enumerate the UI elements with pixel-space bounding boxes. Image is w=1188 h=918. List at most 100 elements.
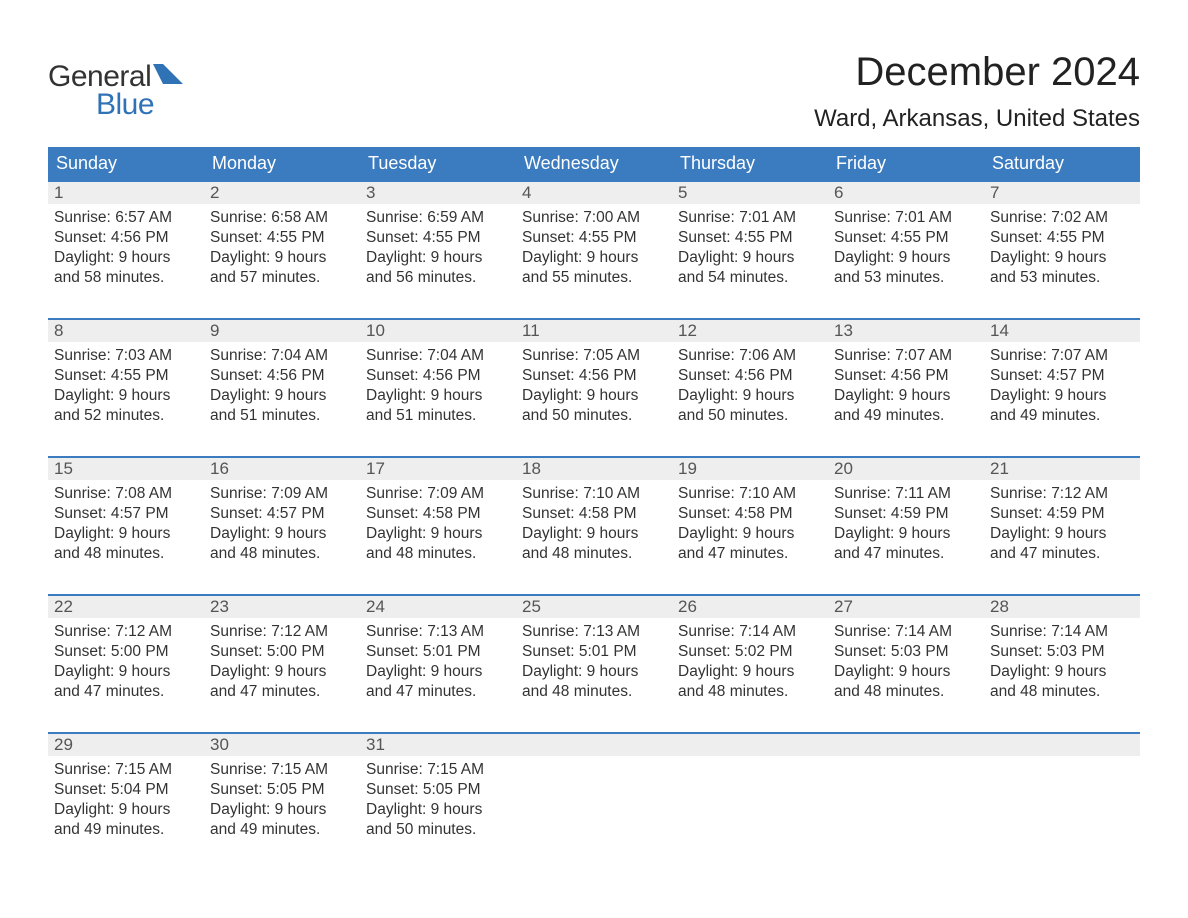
daylight-line-2: and 55 minutes. <box>522 268 666 288</box>
sunset-line: Sunset: 4:57 PM <box>210 504 354 524</box>
sunrise-value: 6:59 AM <box>427 209 484 226</box>
sunrise-value: 7:14 AM <box>895 623 952 640</box>
calendar-cell: 11Sunrise: 7:05 AMSunset: 4:56 PMDayligh… <box>516 320 672 438</box>
sunrise-value: 7:09 AM <box>271 485 328 502</box>
day-details: Sunrise: 7:04 AMSunset: 4:56 PMDaylight:… <box>204 342 360 428</box>
calendar-cell: 27Sunrise: 7:14 AMSunset: 5:03 PMDayligh… <box>828 596 984 714</box>
daylight-line-2: and 53 minutes. <box>990 268 1134 288</box>
daylight-hours: 9 hours <box>431 387 483 404</box>
daylight-line-1: Daylight: 9 hours <box>678 662 822 682</box>
sunset-value: 4:59 PM <box>1047 505 1105 522</box>
sunrise-value: 7:00 AM <box>583 209 640 226</box>
day-details: Sunrise: 7:04 AMSunset: 4:56 PMDaylight:… <box>360 342 516 428</box>
day-number: 12 <box>672 320 828 342</box>
sunrise-line: Sunrise: 7:07 AM <box>990 346 1134 366</box>
sunset-line: Sunset: 5:01 PM <box>366 642 510 662</box>
daylight-line-2: and 58 minutes. <box>54 268 198 288</box>
daylight-hours: 9 hours <box>1055 663 1107 680</box>
daylight-hours: 9 hours <box>899 249 951 266</box>
daylight-line-2: and 47 minutes. <box>678 544 822 564</box>
daylight-label: Daylight: <box>990 249 1050 266</box>
sunset-line: Sunset: 5:04 PM <box>54 780 198 800</box>
day-number <box>516 734 672 756</box>
sunset-value: 5:03 PM <box>1047 643 1105 660</box>
day-details: Sunrise: 6:57 AMSunset: 4:56 PMDaylight:… <box>48 204 204 290</box>
daylight-label: Daylight: <box>210 663 270 680</box>
daylight-label: Daylight: <box>990 387 1050 404</box>
sunrise-label: Sunrise: <box>678 209 735 226</box>
daylight-line-2: and 47 minutes. <box>834 544 978 564</box>
sunset-line: Sunset: 4:56 PM <box>834 366 978 386</box>
daylight-label: Daylight: <box>210 525 270 542</box>
sunset-line: Sunset: 5:05 PM <box>366 780 510 800</box>
sunset-label: Sunset: <box>210 781 263 798</box>
calendar-cell: 23Sunrise: 7:12 AMSunset: 5:00 PMDayligh… <box>204 596 360 714</box>
sunset-value: 4:58 PM <box>735 505 793 522</box>
sunset-line: Sunset: 4:57 PM <box>990 366 1134 386</box>
sunset-line: Sunset: 4:55 PM <box>366 228 510 248</box>
calendar-cell: 28Sunrise: 7:14 AMSunset: 5:03 PMDayligh… <box>984 596 1140 714</box>
daylight-hours: 9 hours <box>119 249 171 266</box>
sunrise-line: Sunrise: 7:06 AM <box>678 346 822 366</box>
sunrise-value: 7:07 AM <box>895 347 952 364</box>
sunrise-label: Sunrise: <box>678 347 735 364</box>
sunrise-label: Sunrise: <box>366 761 423 778</box>
sunrise-label: Sunrise: <box>834 347 891 364</box>
sunrise-value: 7:10 AM <box>739 485 796 502</box>
sunrise-value: 7:05 AM <box>583 347 640 364</box>
day-details: Sunrise: 7:14 AMSunset: 5:02 PMDaylight:… <box>672 618 828 704</box>
sunrise-value: 7:15 AM <box>271 761 328 778</box>
day-details: Sunrise: 7:01 AMSunset: 4:55 PMDaylight:… <box>672 204 828 290</box>
daylight-line-2: and 48 minutes. <box>522 544 666 564</box>
sunset-value: 4:55 PM <box>891 229 949 246</box>
sunrise-label: Sunrise: <box>834 209 891 226</box>
calendar-cell <box>516 734 672 852</box>
day-number: 20 <box>828 458 984 480</box>
sunset-label: Sunset: <box>678 229 731 246</box>
day-number: 7 <box>984 182 1140 204</box>
day-number: 2 <box>204 182 360 204</box>
daylight-line-1: Daylight: 9 hours <box>522 248 666 268</box>
day-number: 1 <box>48 182 204 204</box>
sunset-line: Sunset: 4:55 PM <box>54 366 198 386</box>
day-number: 16 <box>204 458 360 480</box>
sunset-line: Sunset: 5:03 PM <box>834 642 978 662</box>
daylight-label: Daylight: <box>210 801 270 818</box>
calendar-cell: 6Sunrise: 7:01 AMSunset: 4:55 PMDaylight… <box>828 182 984 300</box>
daylight-label: Daylight: <box>54 249 114 266</box>
sunset-line: Sunset: 4:56 PM <box>678 366 822 386</box>
sunset-label: Sunset: <box>834 505 887 522</box>
sunrise-line: Sunrise: 7:15 AM <box>366 760 510 780</box>
sunrise-line: Sunrise: 7:04 AM <box>210 346 354 366</box>
day-details: Sunrise: 7:10 AMSunset: 4:58 PMDaylight:… <box>672 480 828 566</box>
sunrise-line: Sunrise: 7:04 AM <box>366 346 510 366</box>
day-details: Sunrise: 7:07 AMSunset: 4:57 PMDaylight:… <box>984 342 1140 428</box>
sunset-label: Sunset: <box>366 781 419 798</box>
sunrise-value: 7:15 AM <box>115 761 172 778</box>
calendar-cell <box>672 734 828 852</box>
sunrise-value: 7:07 AM <box>1051 347 1108 364</box>
sunset-line: Sunset: 4:56 PM <box>54 228 198 248</box>
sunrise-line: Sunrise: 7:15 AM <box>54 760 198 780</box>
calendar-week: 15Sunrise: 7:08 AMSunset: 4:57 PMDayligh… <box>48 456 1140 576</box>
daylight-label: Daylight: <box>990 525 1050 542</box>
daylight-line-1: Daylight: 9 hours <box>834 662 978 682</box>
day-details: Sunrise: 7:00 AMSunset: 4:55 PMDaylight:… <box>516 204 672 290</box>
daylight-hours: 9 hours <box>743 249 795 266</box>
sunset-label: Sunset: <box>210 229 263 246</box>
day-details: Sunrise: 7:13 AMSunset: 5:01 PMDaylight:… <box>360 618 516 704</box>
daylight-line-2: and 49 minutes. <box>990 406 1134 426</box>
day-number: 5 <box>672 182 828 204</box>
dayname: Saturday <box>984 147 1140 180</box>
day-details: Sunrise: 7:15 AMSunset: 5:04 PMDaylight:… <box>48 756 204 842</box>
sunrise-value: 7:11 AM <box>895 485 951 502</box>
daylight-label: Daylight: <box>522 249 582 266</box>
daylight-label: Daylight: <box>366 525 426 542</box>
sunset-value: 4:55 PM <box>735 229 793 246</box>
sunrise-label: Sunrise: <box>210 347 267 364</box>
daylight-line-2: and 49 minutes. <box>54 820 198 840</box>
sunrise-label: Sunrise: <box>366 209 423 226</box>
sunset-line: Sunset: 4:58 PM <box>522 504 666 524</box>
day-details: Sunrise: 7:12 AMSunset: 4:59 PMDaylight:… <box>984 480 1140 566</box>
sunset-line: Sunset: 5:00 PM <box>54 642 198 662</box>
